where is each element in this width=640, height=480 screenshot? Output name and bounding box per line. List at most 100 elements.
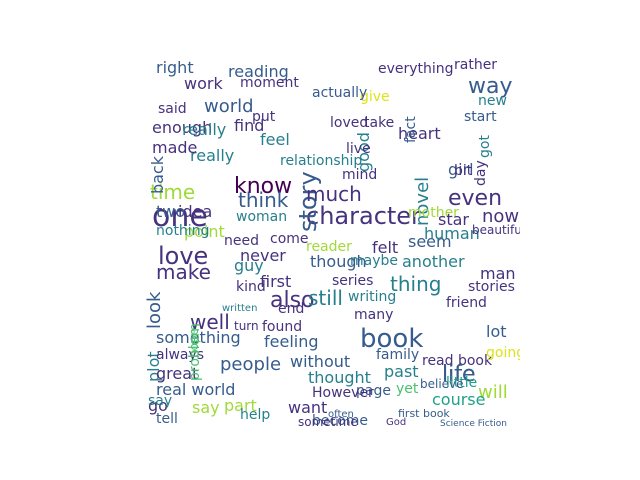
word-22: world (204, 96, 254, 117)
word-18: people (220, 354, 282, 375)
word-107: However (312, 385, 374, 401)
word-103: stories (468, 279, 515, 295)
word-111: going (486, 345, 520, 361)
word-82: beautiful (472, 223, 520, 237)
word-101: need (224, 233, 259, 249)
word-13: well (190, 310, 230, 334)
word-38: another (402, 252, 465, 271)
word-105: turn (234, 319, 259, 333)
word-117: problem (187, 322, 203, 381)
word-42: something (156, 328, 241, 347)
word-34: girl (448, 160, 474, 179)
word-3: love (158, 242, 209, 270)
word-114: say (148, 393, 173, 409)
word-118: often (328, 409, 354, 420)
word-0: book (360, 324, 424, 354)
word-64: course (432, 390, 486, 409)
word-10: life (442, 362, 476, 387)
word-108: first book (398, 407, 450, 420)
word-78: everything (378, 61, 454, 77)
word-56: say (192, 398, 220, 417)
word-80: guy (234, 256, 264, 275)
word-112: sometime (298, 415, 358, 429)
word-50: point (184, 222, 225, 241)
word-69: family (376, 347, 420, 363)
word-94: new (478, 93, 507, 109)
word-109: Science Fiction (440, 419, 507, 429)
word-5: also (270, 288, 315, 313)
word-31: feel (260, 130, 290, 149)
word-102: series (332, 273, 374, 289)
word-70: human (424, 224, 480, 243)
word-91: loved (330, 115, 369, 131)
word-53: woman (236, 209, 288, 225)
word-65: become (312, 413, 369, 429)
word-63: yet (396, 381, 419, 397)
word-52: man (480, 264, 516, 283)
word-44: real world (156, 380, 236, 399)
word-60: life (442, 362, 476, 387)
word-17: thing (390, 272, 442, 296)
word-61: past (384, 362, 419, 381)
word-95: start (464, 109, 497, 125)
word-11: still (308, 286, 343, 310)
word-19: really (190, 146, 235, 165)
word-8: time (150, 180, 196, 204)
word-79: rather (454, 58, 498, 73)
word-81: maybe (350, 253, 399, 269)
word-93: fact (403, 116, 419, 143)
word-99: said (158, 101, 187, 117)
word-40: made (152, 138, 198, 157)
word-28: lot (486, 322, 507, 341)
word-74: back (148, 155, 167, 194)
word-41: heart (398, 124, 441, 143)
word-87: live (346, 141, 371, 157)
word-106: without (290, 352, 351, 371)
word-71: mother (408, 205, 459, 221)
word-47: many (354, 307, 394, 323)
word-55: friend (446, 295, 487, 311)
word-51: idea (178, 202, 213, 221)
word-37: relationship (280, 153, 363, 169)
word-30: thought (308, 368, 371, 387)
word-4: know (234, 174, 293, 199)
word-20: first (260, 272, 292, 291)
word-45: find (234, 116, 265, 135)
word-16: even (448, 186, 503, 211)
word-1: one (152, 199, 208, 234)
word-97: got (477, 135, 493, 159)
word-36: reader (306, 239, 352, 255)
word-32: though (310, 252, 367, 271)
word-33: never (240, 246, 286, 265)
word-116: believe (420, 377, 464, 391)
word-14: way (468, 74, 513, 99)
word-49: great (156, 364, 199, 383)
word-66: want (288, 398, 328, 417)
word-29: will (478, 382, 508, 403)
word-115: God (386, 417, 407, 428)
word-73: now (482, 206, 520, 227)
word-96: day (473, 160, 489, 187)
word-77: moment (240, 75, 299, 91)
word-27: read book (422, 353, 493, 369)
word-89: actually (312, 85, 368, 101)
word-cloud: book one character love know also think story ti… (142, 58, 520, 432)
word-48: always (156, 347, 205, 363)
word-21: look (144, 291, 165, 329)
word-23: reading (228, 62, 289, 81)
word-57: writing (348, 289, 397, 305)
word-58: go (148, 396, 168, 415)
word-68: tell (156, 411, 178, 427)
word-54: kind (236, 279, 266, 295)
word-85: mind (342, 167, 378, 183)
word-62: page (356, 383, 391, 399)
word-86: bit (454, 163, 473, 179)
word-12: much (306, 182, 362, 206)
word-88: give (360, 89, 390, 105)
word-6: think (238, 188, 289, 212)
word-90: really (182, 120, 227, 139)
word-98: put (252, 109, 276, 125)
word-92: take (364, 115, 395, 131)
word-46: part (224, 396, 257, 415)
word-76: work (184, 74, 223, 93)
